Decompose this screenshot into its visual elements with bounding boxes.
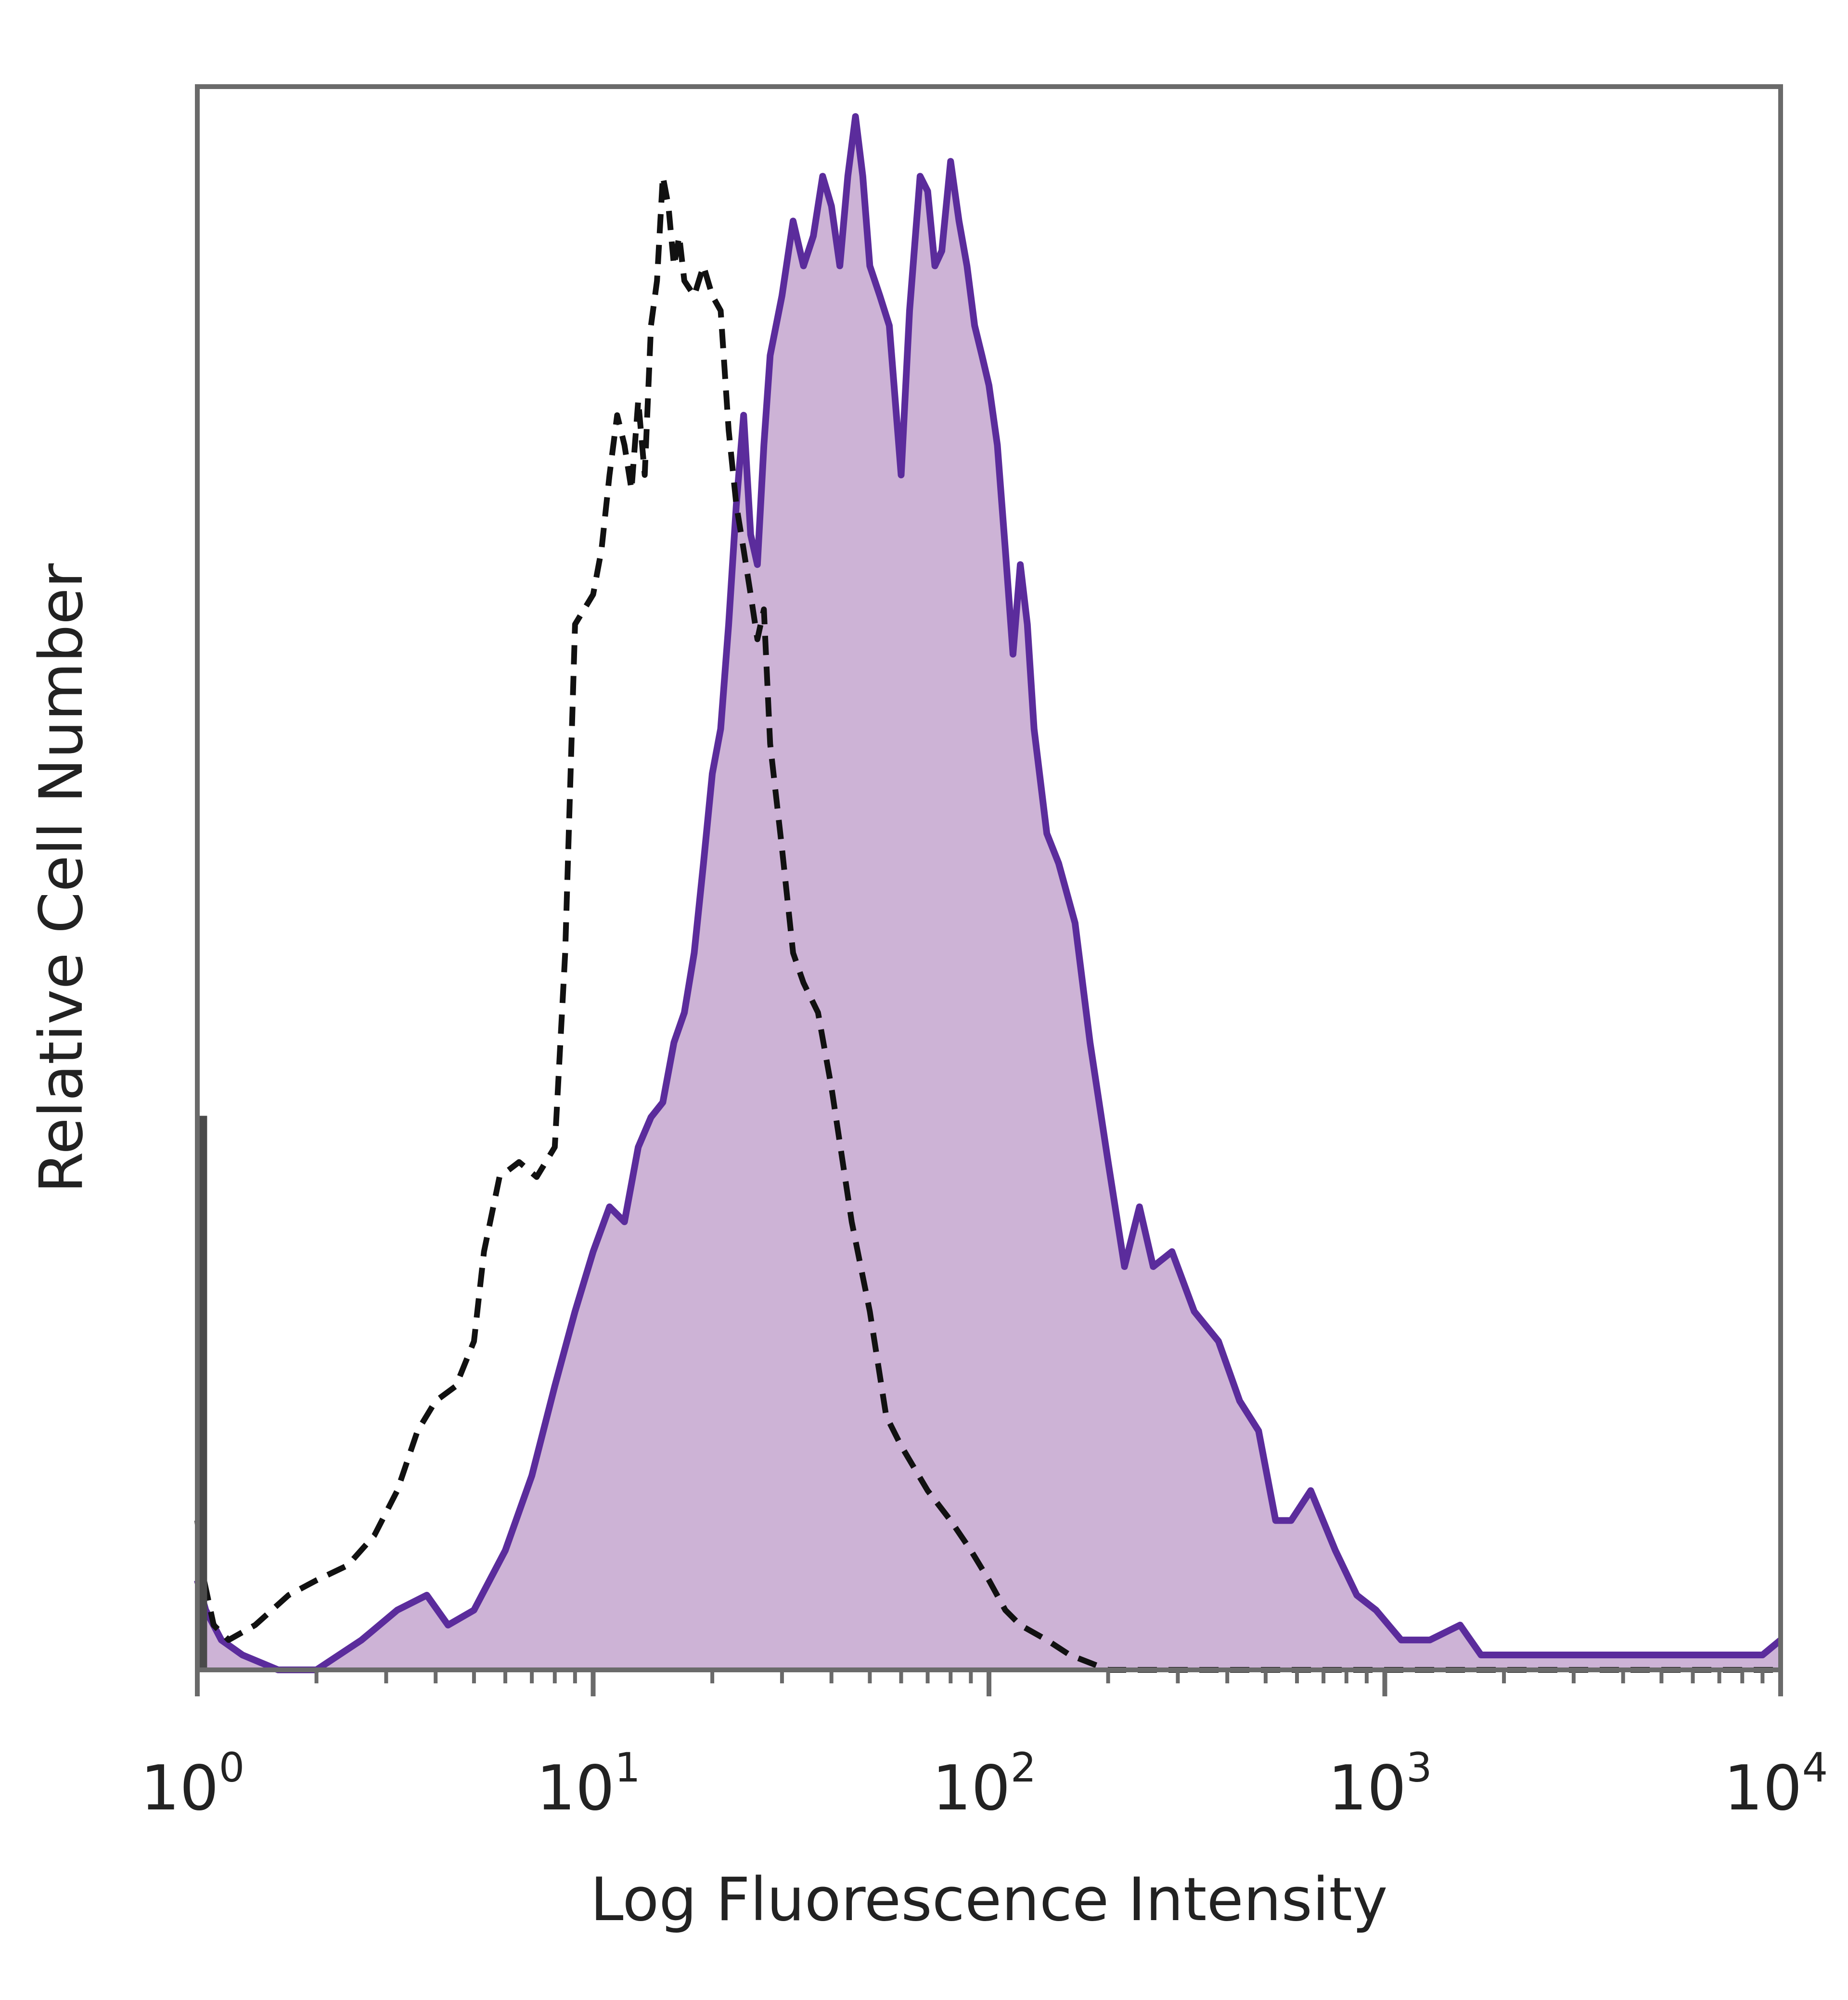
x-tick-label: 102	[932, 1744, 1036, 1824]
y-axis-label: Relative Cell Number	[27, 564, 96, 1193]
x-tick-label: 103	[1328, 1744, 1432, 1824]
series-0-line	[194, 113, 1783, 1673]
x-tick-label: 101	[536, 1744, 640, 1824]
series-0-fill	[197, 116, 1781, 1670]
x-axis: 100 101 102 103 104	[141, 1670, 1828, 1824]
x-tick-label: 100	[141, 1744, 244, 1824]
series-1-dashed-line	[194, 173, 1781, 1673]
x-axis-label: Log Fluorescence Intensity	[590, 1865, 1388, 1935]
x-tick-label: 104	[1724, 1744, 1828, 1824]
